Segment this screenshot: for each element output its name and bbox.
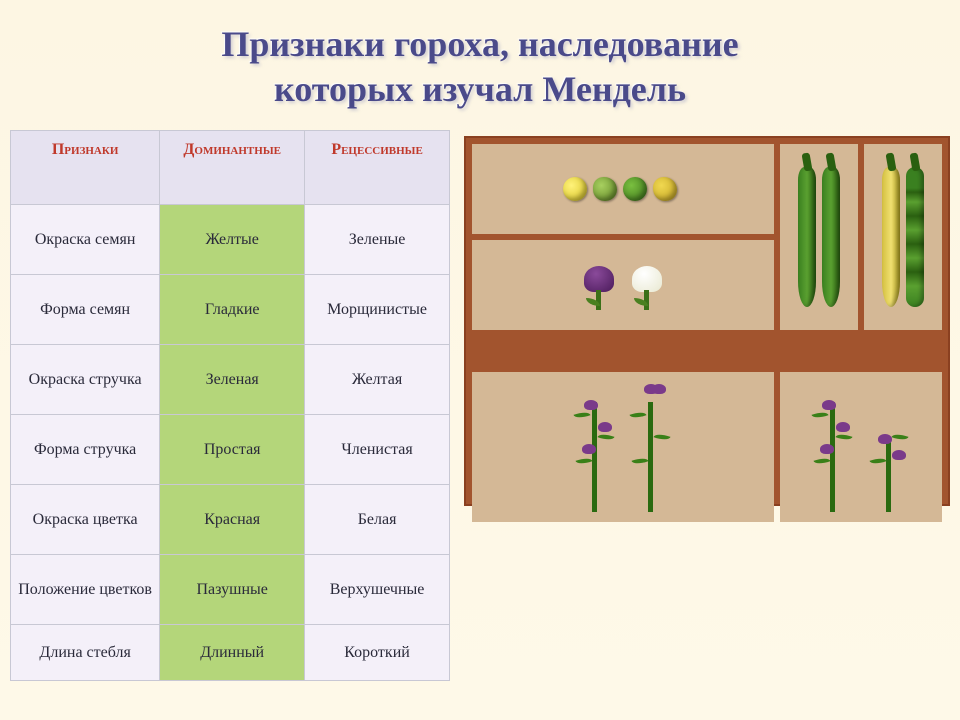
col-header-dominant: Доминантные	[160, 131, 305, 205]
dominant-cell: Простая	[160, 415, 305, 485]
recessive-cell: Желтая	[305, 345, 450, 415]
seed-yellow-wrinkled-icon	[653, 177, 677, 201]
pod-green-icon	[798, 167, 816, 307]
trait-cell: Окраска семян	[11, 205, 160, 275]
dominant-cell: Гладкие	[160, 275, 305, 345]
dominant-cell: Зеленая	[160, 345, 305, 415]
seed-green-smooth-icon	[623, 177, 647, 201]
dominant-cell: Красная	[160, 485, 305, 555]
flower-white-icon	[626, 260, 668, 310]
dominant-cell: Пазушные	[160, 555, 305, 625]
plant-tall-icon	[808, 382, 858, 512]
col-header-trait: Признаки	[11, 131, 160, 205]
plant-terminal-icon	[626, 382, 676, 512]
recessive-cell: Членистая	[305, 415, 450, 485]
title-line-2: которых изучал Мендель	[274, 69, 686, 109]
pod-green-icon	[822, 167, 840, 307]
pods-mixed-panel	[864, 144, 942, 330]
recessive-cell: Короткий	[305, 625, 450, 681]
divider-bar	[472, 336, 942, 366]
plant-axial-tall-icon	[570, 382, 620, 512]
recessive-cell: Зеленые	[305, 205, 450, 275]
plants-height-panel	[780, 372, 942, 522]
table-row: Окраска семян Желтые Зеленые	[11, 205, 450, 275]
trait-cell: Окраска цветка	[11, 485, 160, 555]
col-header-recessive: Рецессивные	[305, 131, 450, 205]
dominant-cell: Длинный	[160, 625, 305, 681]
seeds-panel	[472, 144, 774, 234]
seed-yellow-smooth-icon	[563, 177, 587, 201]
content-area: Признаки Доминантные Рецессивные Окраска…	[0, 130, 960, 681]
seed-green-wrinkled-icon	[593, 177, 617, 201]
dominant-cell: Желтые	[160, 205, 305, 275]
pod-yellow-icon	[882, 167, 900, 307]
table-row: Окраска стручка Зеленая Желтая	[11, 345, 450, 415]
table-row: Форма стручка Простая Членистая	[11, 415, 450, 485]
traits-table: Признаки Доминантные Рецессивные Окраска…	[10, 130, 450, 681]
recessive-cell: Верхушечные	[305, 555, 450, 625]
table-row: Форма семян Гладкие Морщинистые	[11, 275, 450, 345]
pods-inflated-panel	[780, 144, 858, 330]
trait-cell: Форма стручка	[11, 415, 160, 485]
trait-cell: Форма семян	[11, 275, 160, 345]
flowers-panel	[472, 240, 774, 330]
title-line-1: Признаки гороха, наследование	[221, 24, 738, 64]
flower-purple-icon	[578, 260, 620, 310]
plants-axial-panel	[472, 372, 774, 522]
illustration-panel	[464, 136, 950, 506]
table-row: Положение цветков Пазушные Верхушечные	[11, 555, 450, 625]
recessive-cell: Белая	[305, 485, 450, 555]
trait-cell: Длина стебля	[11, 625, 160, 681]
trait-cell: Положение цветков	[11, 555, 160, 625]
plant-short-icon	[864, 382, 914, 512]
table-row: Длина стебля Длинный Короткий	[11, 625, 450, 681]
table-row: Окраска цветка Красная Белая	[11, 485, 450, 555]
traits-table-container: Признаки Доминантные Рецессивные Окраска…	[10, 130, 450, 681]
pod-constricted-icon	[906, 167, 924, 307]
slide-title: Признаки гороха, наследование которых из…	[0, 0, 960, 130]
trait-cell: Окраска стручка	[11, 345, 160, 415]
recessive-cell: Морщинистые	[305, 275, 450, 345]
